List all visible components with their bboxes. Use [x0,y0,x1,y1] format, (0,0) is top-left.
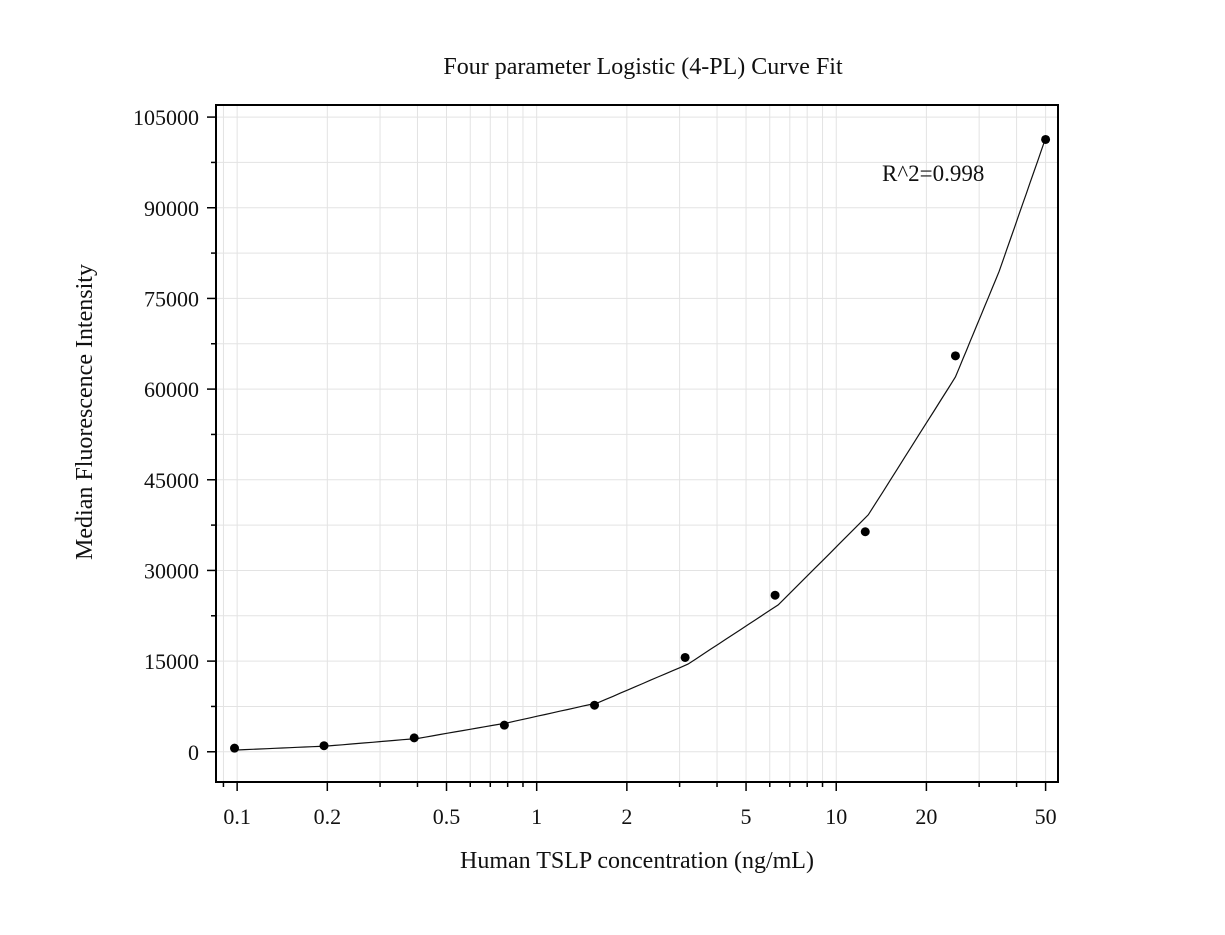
y-tick-label: 30000 [144,558,199,583]
x-tick-label: 1 [531,804,542,829]
y-tick-label: 15000 [144,649,199,674]
y-tick-label: 60000 [144,377,199,402]
data-point [770,590,780,600]
data-point [1041,134,1051,144]
y-tick-label: 45000 [144,468,199,493]
x-tick-label: 0.5 [433,804,461,829]
x-tick-label: 10 [825,804,847,829]
axis-ticks [207,116,1047,791]
data-point [860,527,870,537]
y-tick-label: 90000 [144,196,199,221]
fit-curve [237,138,1047,751]
data-point [680,652,690,662]
x-tick-label: 0.1 [223,804,251,829]
x-tick-label: 50 [1035,804,1057,829]
x-tick-label: 5 [741,804,752,829]
data-point [319,741,329,751]
grid [216,105,1058,782]
y-tick-labels: 0 15000 30000 45000 60000 75000 90000 105000 [133,105,199,765]
y-tick-label: 105000 [133,105,199,130]
data-points [230,134,1051,753]
data-point [950,351,960,361]
x-tick-label: 2 [621,804,632,829]
y-tick-label: 0 [188,740,199,765]
x-tick-label: 0.2 [314,804,342,829]
x-axis-label: Human TSLP concentration (ng/mL) [460,848,814,874]
data-point [590,700,600,710]
plot-frame [215,104,1059,783]
x-tick-labels: 0.1 0.2 0.5 1 2 5 10 20 50 [223,804,1056,829]
data-point [409,733,419,743]
r-squared-annotation: R^2=0.998 [882,161,984,186]
y-axis-label: Median Fluorescence Intensity [72,264,98,560]
y-tick-label: 75000 [144,286,199,311]
fit-curve-layer [237,138,1047,751]
chart-title: Four parameter Logistic (4-PL) Curve Fit [443,54,843,80]
x-tick-label: 20 [915,804,937,829]
data-point [499,720,509,730]
data-point [230,743,240,753]
